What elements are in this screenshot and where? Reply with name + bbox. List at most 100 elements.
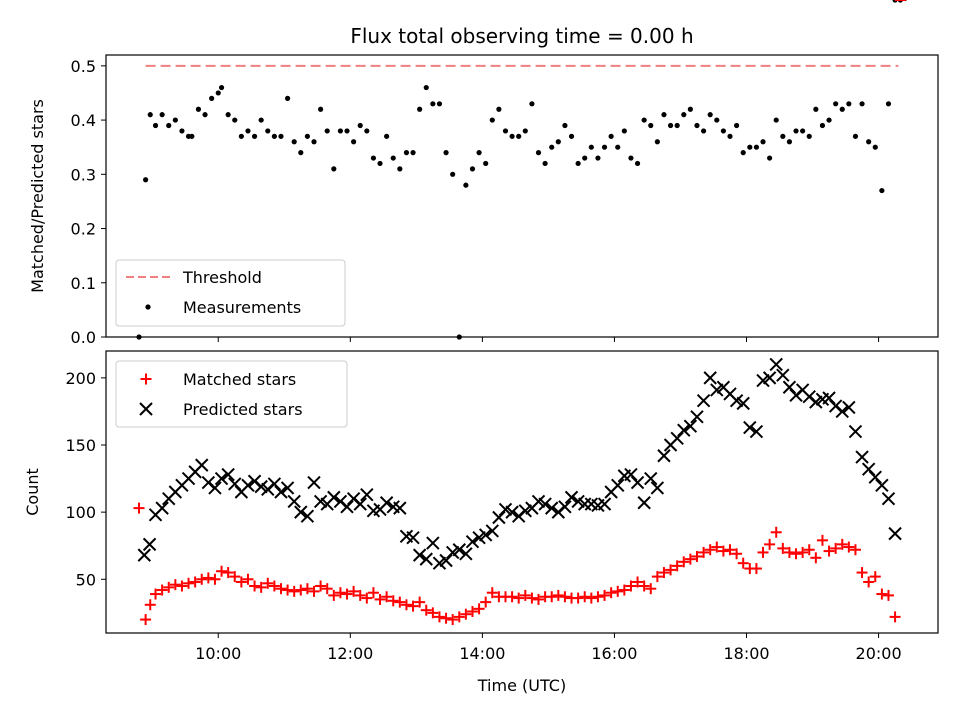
measurement-point (390, 155, 396, 161)
measurement-point (463, 182, 469, 188)
measurement-point (806, 133, 812, 139)
measurement-point (839, 106, 845, 112)
predicted-point (881, 492, 896, 506)
matched-point (764, 538, 776, 550)
matched-point (830, 542, 842, 554)
predicted-point (412, 548, 427, 562)
bottom-yticks: 50 100 150 200 (65, 369, 106, 589)
measurement-point (331, 166, 337, 172)
measurement-point (304, 133, 310, 139)
matched-point (176, 580, 188, 592)
matched-point (196, 573, 208, 585)
matched-point (737, 557, 749, 569)
measurement-point (245, 128, 251, 134)
matched-point (849, 544, 861, 556)
measurement-point (403, 150, 410, 156)
measurement-point (143, 177, 149, 183)
matched-point (665, 564, 677, 576)
predicted-point (696, 393, 711, 408)
predicted-point (657, 449, 671, 463)
matched-point (882, 589, 894, 601)
predicted-point (307, 475, 321, 490)
matched-point (321, 583, 333, 595)
matched-point (473, 603, 485, 615)
measurement-point (417, 106, 423, 112)
matched-point (671, 560, 683, 572)
matched-point (823, 545, 835, 557)
matched-point (526, 592, 538, 604)
predicted-point (195, 458, 209, 472)
predicted-point (353, 497, 367, 511)
matched-point (361, 592, 373, 604)
predicted-point (452, 543, 466, 557)
predicted-point (139, 402, 153, 416)
predicted-point (142, 537, 157, 552)
predicted-point (545, 501, 559, 515)
measurement-point (218, 84, 225, 91)
predicted-point (505, 505, 519, 519)
legend-matched-swatch (140, 373, 152, 385)
predicted-point (465, 534, 480, 549)
predicted-point (340, 500, 354, 514)
matched-point (262, 577, 274, 589)
bottom-ylabel: Count (23, 468, 42, 516)
measurement-point (410, 150, 416, 156)
matched-point (140, 373, 152, 385)
matched-point (394, 596, 406, 608)
predicted-point (274, 485, 288, 499)
measurement-point (621, 128, 627, 134)
measurement-point (747, 144, 753, 150)
measurement-point (767, 155, 773, 161)
matched-point (836, 538, 848, 550)
matched-point (480, 596, 492, 608)
top-ytick-label: 0.3 (71, 165, 96, 184)
measurement-point (720, 128, 726, 134)
matched-point (724, 544, 736, 556)
predicted-point (782, 380, 797, 394)
measurement-point (502, 128, 509, 134)
measurement-point (298, 150, 304, 156)
matched-points (133, 0, 906, 626)
measurement-point (209, 95, 215, 101)
top-ytick-label: 0.0 (71, 328, 96, 347)
measurement-point (311, 139, 317, 145)
measurement-point (879, 187, 885, 194)
measurement-point (615, 144, 621, 150)
top-xticks (217, 337, 880, 342)
matched-point (731, 548, 743, 560)
measurement-point (568, 133, 575, 139)
predicted-point (743, 420, 757, 435)
matched-point (387, 595, 399, 607)
matched-point (599, 589, 611, 601)
predicted-point (861, 462, 876, 476)
matched-point (453, 611, 465, 623)
measurement-point (489, 117, 495, 123)
predicted-point (406, 530, 420, 545)
measurement-point (251, 133, 258, 139)
measurement-point (436, 101, 443, 107)
matched-point (698, 546, 710, 558)
measurement-point (641, 117, 647, 123)
measurement-point (529, 101, 535, 107)
measurement-point (202, 112, 208, 118)
matched-point (295, 584, 307, 596)
matched-point (150, 588, 162, 600)
predicted-point (822, 391, 836, 405)
measurement-point (159, 112, 165, 118)
bottom-xtick-label: 20:00 (856, 644, 902, 663)
predicted-point (360, 487, 374, 502)
measurement-point (582, 155, 588, 161)
matched-point (625, 580, 637, 592)
predicted-point (300, 509, 315, 523)
matched-point (645, 583, 657, 595)
matched-point (222, 567, 234, 579)
predicted-point (762, 371, 777, 385)
matched-point (863, 576, 875, 588)
predicted-point (630, 475, 645, 490)
top-ytick-label: 0.4 (71, 111, 96, 130)
matched-point (209, 573, 221, 585)
measurement-point (152, 122, 159, 129)
measurement-point (654, 139, 660, 145)
matched-point (519, 589, 531, 601)
matched-point (414, 596, 426, 608)
